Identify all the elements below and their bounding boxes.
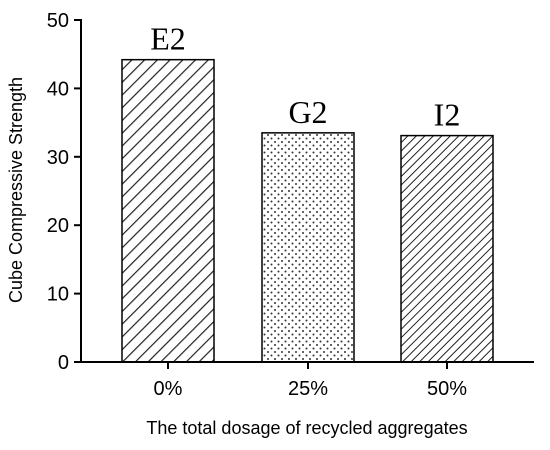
bar-label-g2: G2 bbox=[288, 94, 327, 130]
bar-e2 bbox=[121, 58, 215, 363]
y-ticks-group: 0 10 20 30 40 50 bbox=[47, 10, 81, 374]
y-tick-label: 30 bbox=[47, 147, 69, 169]
y-tick-label: 10 bbox=[47, 284, 69, 306]
x-ticks-group: 0% 25% 50% bbox=[154, 362, 467, 400]
x-tick-label: 50% bbox=[427, 378, 467, 400]
bars-group bbox=[121, 58, 494, 363]
bar-i2 bbox=[400, 134, 494, 363]
bar-label-e2: E2 bbox=[150, 21, 186, 57]
y-tick-label: 50 bbox=[47, 10, 69, 32]
x-tick-label: 25% bbox=[288, 378, 328, 400]
bar-g2 bbox=[261, 132, 355, 363]
y-tick-label: 0 bbox=[58, 352, 69, 374]
x-tick-label: 0% bbox=[154, 378, 183, 400]
bar-labels-group: E2 G2 I2 bbox=[150, 21, 460, 133]
y-tick-label: 40 bbox=[47, 78, 69, 100]
bar-label-i2: I2 bbox=[434, 97, 461, 133]
y-tick-label: 20 bbox=[47, 215, 69, 237]
y-axis-title: Cube Compressive Strength bbox=[6, 77, 26, 303]
x-axis-title: The total dosage of recycled aggregates bbox=[146, 418, 467, 438]
